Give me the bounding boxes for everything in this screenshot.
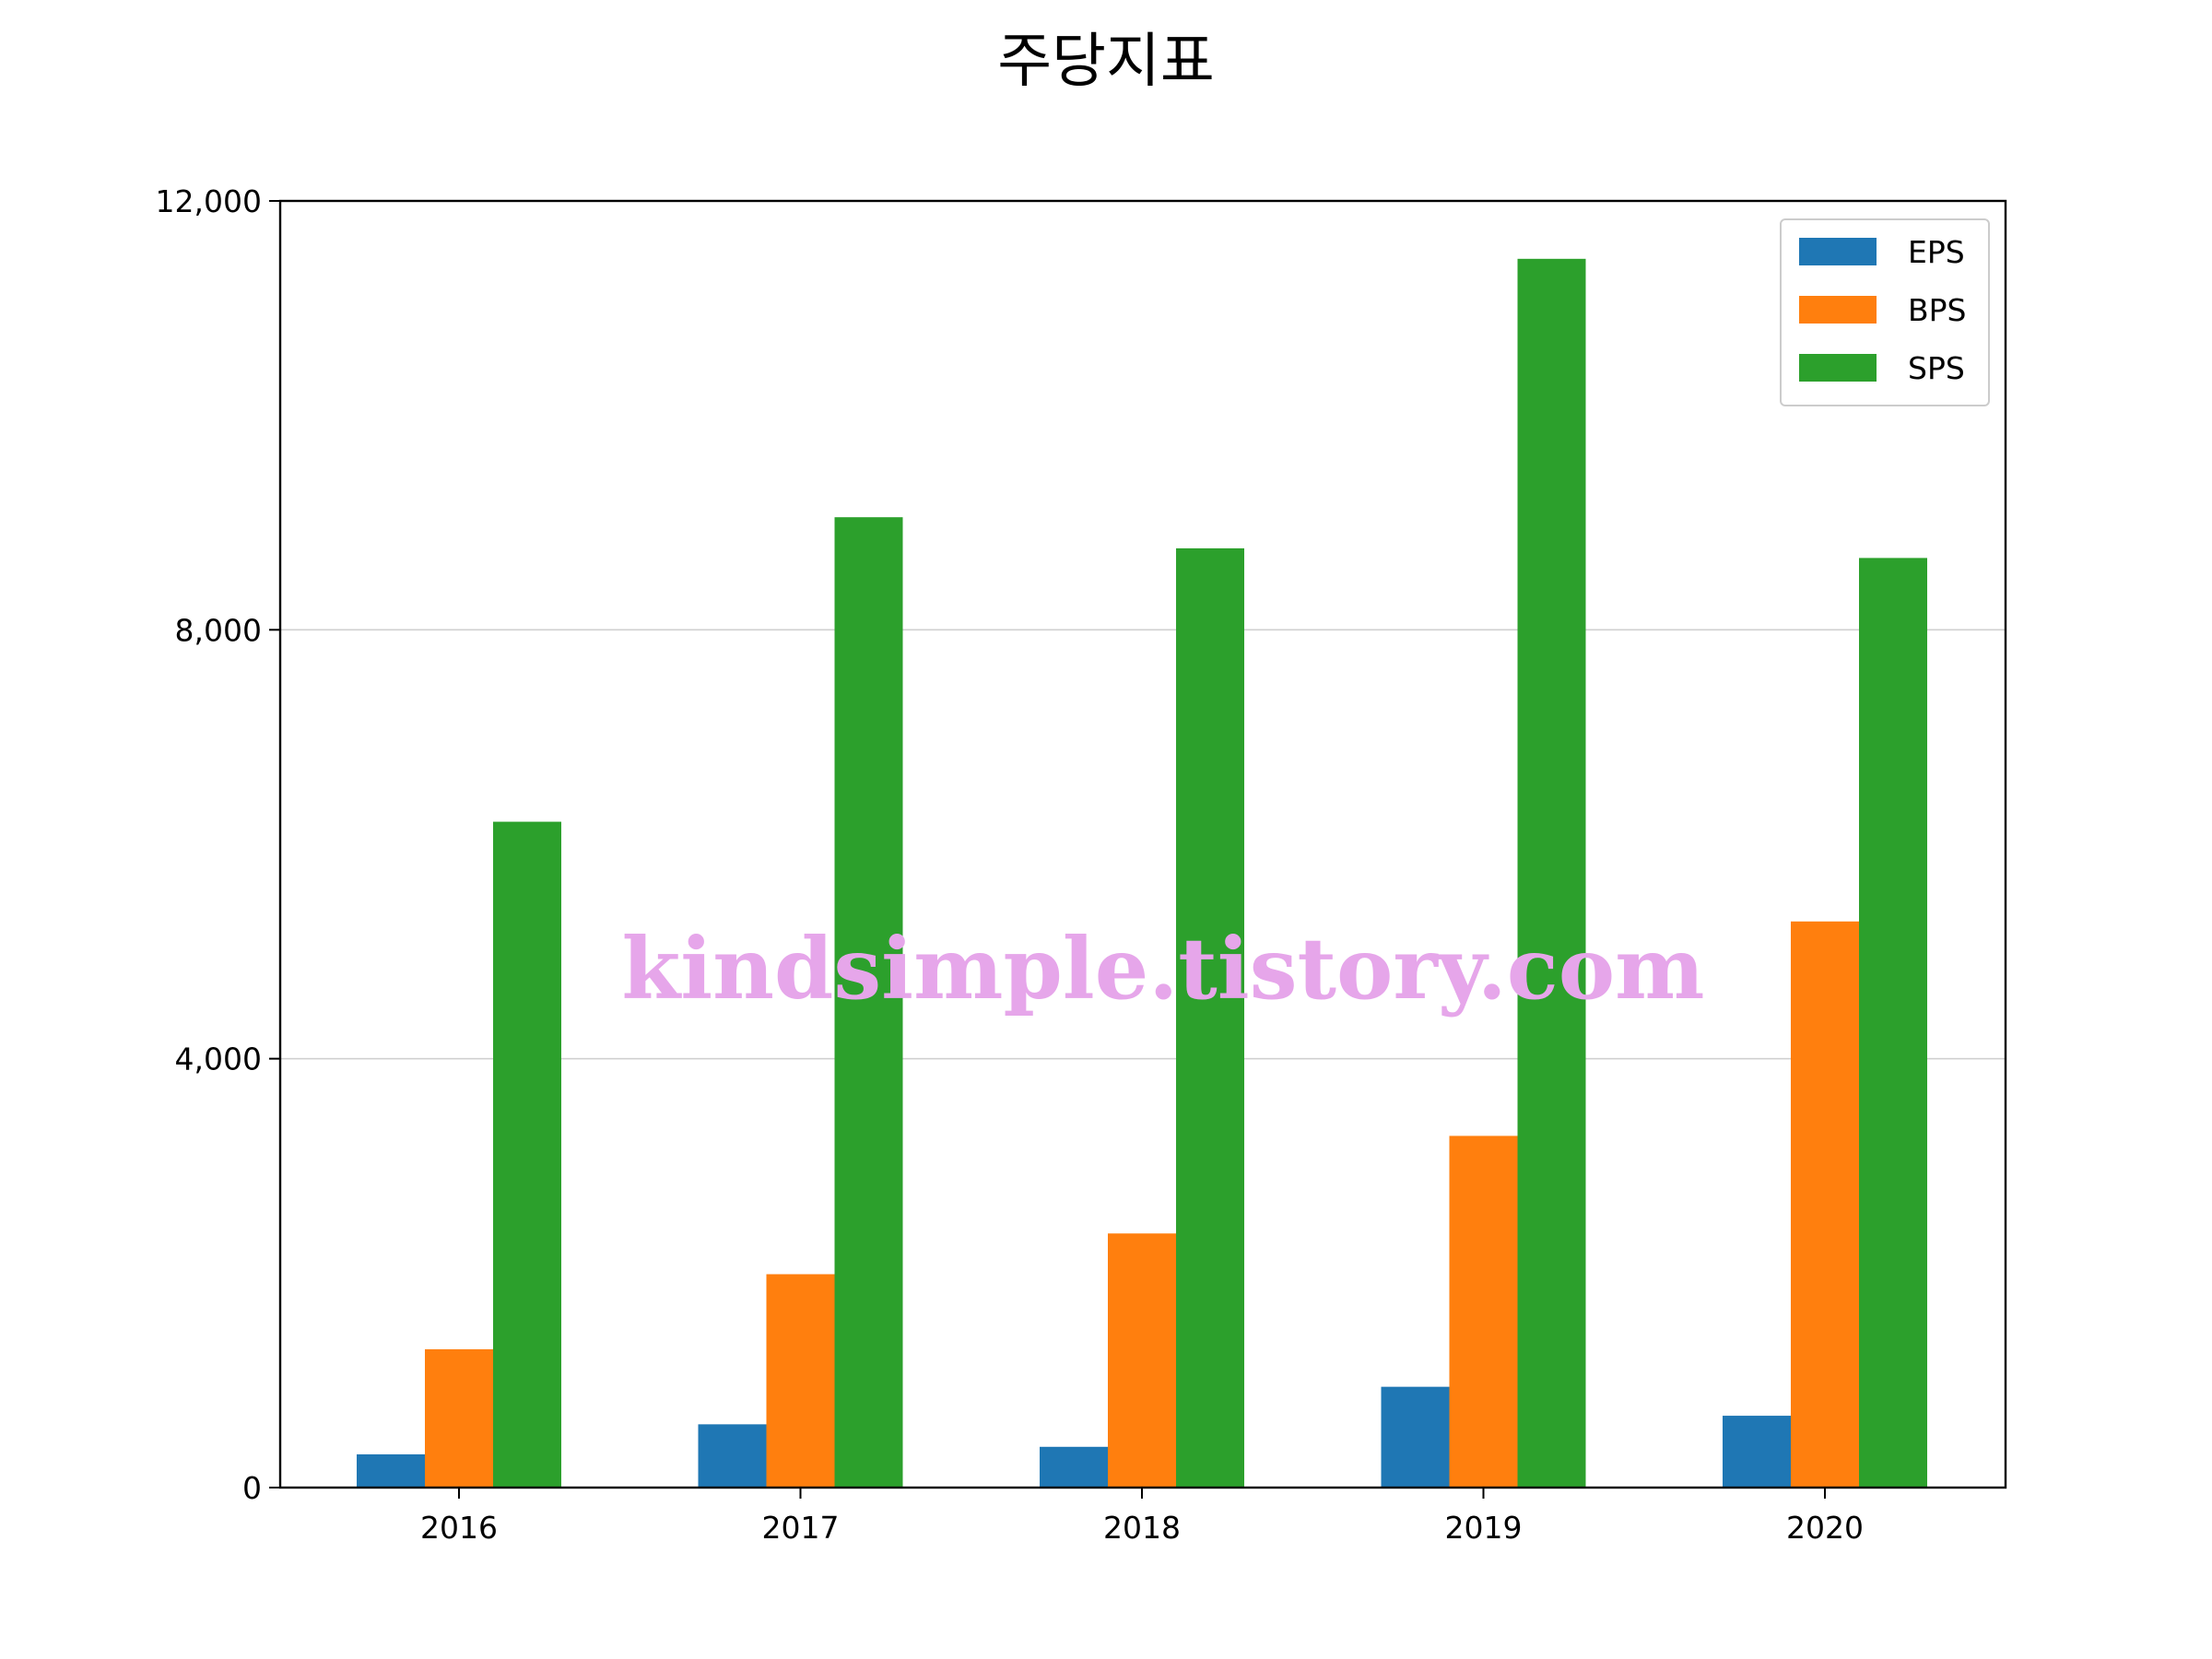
bars <box>357 258 1927 1488</box>
chart-title: 주당지표 <box>997 28 1215 96</box>
legend-label-sps: SPS <box>1908 350 1965 386</box>
bar-sps-2019 <box>1517 258 1586 1488</box>
y-tick-label: 8,000 <box>175 612 262 648</box>
x-tick-label: 2018 <box>1103 1510 1181 1546</box>
x-tick-label: 2016 <box>420 1510 498 1546</box>
bar-sps-2017 <box>834 517 903 1488</box>
bar-bps-2020 <box>1791 921 1859 1488</box>
bar-eps-2017 <box>698 1424 767 1488</box>
bar-sps-2020 <box>1859 558 1927 1488</box>
bar-bps-2018 <box>1108 1233 1176 1488</box>
legend-label-eps: EPS <box>1908 234 1965 270</box>
legend: EPS BPS SPS <box>1780 218 1990 406</box>
watermark: kindsimple.tistory.com <box>621 919 1704 1018</box>
y-tick-label: 4,000 <box>175 1041 262 1077</box>
x-tick-label: 2019 <box>1445 1510 1523 1546</box>
y-tick-label: 12,000 <box>156 183 262 219</box>
bar-sps-2016 <box>493 821 561 1488</box>
bar-bps-2019 <box>1449 1135 1518 1488</box>
bar-bps-2016 <box>425 1348 493 1488</box>
x-tick-label: 2020 <box>1786 1510 1864 1546</box>
legend-swatch-eps <box>1799 238 1877 265</box>
legend-label-bps: BPS <box>1908 292 1967 328</box>
bar-eps-2016 <box>357 1453 425 1488</box>
legend-swatch-bps <box>1799 296 1877 324</box>
bar-sps-2018 <box>1176 547 1244 1488</box>
bar-eps-2020 <box>1723 1416 1791 1488</box>
bar-eps-2019 <box>1381 1386 1450 1488</box>
y-tick-label: 0 <box>242 1470 262 1506</box>
legend-swatch-sps <box>1799 354 1877 382</box>
x-tick-label: 2017 <box>762 1510 840 1546</box>
bar-eps-2018 <box>1040 1446 1108 1488</box>
grid <box>280 629 2006 1060</box>
axes: 0 4,000 8,000 12,000 2016 2017 2018 2019 2020 <box>156 183 2007 1546</box>
bar-bps-2017 <box>766 1274 835 1488</box>
